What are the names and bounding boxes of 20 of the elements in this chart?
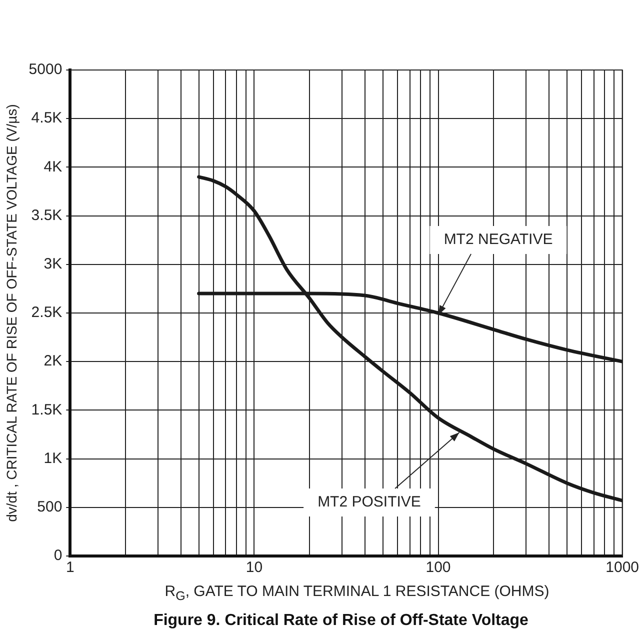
x-tick-label: 10 bbox=[246, 559, 263, 576]
x-tick-label: 1000 bbox=[606, 559, 640, 576]
y-tick-label: 3.5K bbox=[31, 206, 62, 224]
y-tick-label: 5000 bbox=[28, 61, 62, 78]
x-tick-label: 100 bbox=[426, 559, 451, 576]
y-tick-label: 1K bbox=[44, 450, 62, 467]
y-tick-label: 4.5K bbox=[31, 110, 62, 127]
text: Figure 9. Critical Rate of Rise of Off-State Voltage bbox=[152, 612, 530, 630]
y-tick-label: 1.5K bbox=[31, 401, 62, 418]
y-tick-label: 2K bbox=[44, 352, 62, 370]
y-tick-label: 3K bbox=[44, 256, 62, 273]
y-tick-label: 500 bbox=[37, 498, 62, 516]
y-axis-title: dv/dt , CRITICAL RATE OF RISE OF OFF-STATE VOLTAGE (V/µs) bbox=[3, 104, 20, 522]
x-axis-title: R$_{G}$, GATE TO MAIN TERMINAL 1 RESISTANCE (OHMS) bbox=[164, 583, 550, 603]
y-tick-label: 2.5K bbox=[31, 304, 62, 322]
x-tick-label: 1 bbox=[66, 559, 74, 576]
y-tick-label: 0 bbox=[54, 547, 62, 564]
y-tick-label: 4K bbox=[44, 158, 62, 176]
annotation: MT2 NEGATIVE bbox=[444, 231, 553, 248]
annotation: MT2 POSITIVE bbox=[318, 494, 421, 511]
